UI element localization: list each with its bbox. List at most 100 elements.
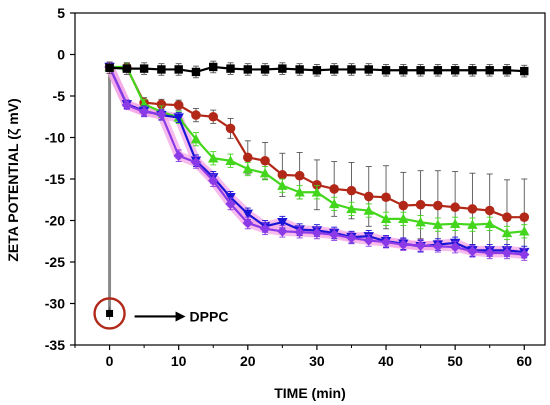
data-point: [242, 217, 253, 229]
dppc-point: [106, 309, 114, 317]
data-point: [380, 236, 392, 248]
data-point: [432, 241, 444, 252]
data-point: [380, 213, 392, 224]
data-point: [243, 65, 252, 74]
y-tick-label: 5: [57, 5, 65, 21]
data-point: [277, 217, 288, 228]
data-point: [190, 157, 202, 168]
series-1: [104, 62, 530, 256]
data-point: [364, 65, 373, 74]
data-point: [347, 65, 356, 74]
data-point: [433, 200, 443, 211]
data-point: [381, 66, 391, 75]
dppc-arrow-head: [175, 311, 186, 322]
data-point: [208, 111, 219, 122]
data-point: [519, 226, 530, 236]
data-point: [449, 241, 461, 253]
y-tick-label: -25: [45, 254, 65, 270]
data-point: [105, 63, 114, 72]
data-point: [484, 205, 495, 216]
series-0: [105, 60, 529, 79]
data-point: [398, 239, 409, 250]
y-axis-title: ZETA POTENTIAL (ζ mV): [5, 98, 21, 261]
data-point: [399, 66, 408, 75]
data-point: [278, 64, 287, 73]
data-point: [225, 123, 236, 134]
x-tick-label: 30: [309, 353, 325, 369]
y-tick-label: -10: [45, 130, 65, 146]
data-point: [138, 106, 150, 117]
data-point: [277, 226, 288, 237]
y-tick-label: 0: [57, 47, 65, 63]
data-point: [209, 62, 218, 72]
data-point: [484, 247, 495, 259]
data-point: [173, 113, 184, 123]
data-point: [433, 66, 443, 75]
data-point: [139, 64, 149, 73]
y-tick-label: -20: [45, 213, 65, 229]
data-point: [190, 133, 202, 144]
data-point: [121, 99, 133, 111]
data-point: [328, 229, 340, 240]
data-point: [312, 66, 322, 75]
data-point: [398, 200, 409, 211]
data-point: [501, 247, 513, 259]
series-layer: [104, 60, 530, 261]
data-point: [259, 167, 271, 178]
x-tick-label: 10: [171, 353, 187, 369]
data-point: [226, 64, 235, 73]
data-point: [485, 66, 494, 75]
data-point: [294, 170, 305, 181]
data-point: [363, 205, 374, 215]
data-point: [259, 223, 271, 234]
data-point: [519, 249, 530, 260]
data-point: [363, 191, 374, 202]
series-4: [104, 61, 530, 261]
data-point: [225, 155, 236, 165]
x-tick-label: 60: [516, 353, 532, 369]
dppc-label: DPPC: [190, 308, 229, 324]
data-point: [363, 235, 374, 246]
x-tick-label: 50: [447, 353, 463, 369]
data-point: [398, 213, 409, 224]
data-point: [468, 66, 477, 75]
data-point: [415, 240, 426, 251]
data-point: [415, 216, 426, 227]
y-tick-label: -35: [45, 337, 65, 353]
data-point: [328, 198, 340, 209]
data-point: [520, 66, 529, 76]
data-point: [311, 227, 323, 239]
data-point: [450, 202, 460, 213]
data-point: [208, 153, 219, 163]
x-tick-label: 40: [378, 353, 394, 369]
data-point: [519, 212, 530, 222]
data-point: [329, 65, 339, 74]
data-point: [381, 192, 391, 203]
data-point: [312, 180, 322, 190]
data-point: [484, 218, 495, 229]
data-point: [467, 204, 478, 214]
data-point: [346, 232, 357, 244]
series-2: [104, 61, 530, 241]
data-point: [329, 184, 339, 194]
data-point: [346, 185, 357, 196]
y-tick-label: -15: [45, 171, 65, 187]
data-point: [415, 199, 426, 210]
data-point: [174, 65, 183, 74]
data-point: [502, 212, 512, 222]
data-point: [242, 163, 253, 174]
data-point: [242, 209, 253, 220]
data-point: [242, 152, 253, 163]
data-point: [122, 64, 132, 73]
data-point: [260, 65, 270, 74]
dppc-annotation: DPPC: [93, 297, 229, 330]
data-point: [295, 65, 304, 74]
data-point: [208, 175, 219, 186]
x-tick-label: 20: [240, 353, 256, 369]
y-tick-label: -5: [53, 88, 66, 104]
data-point: [225, 198, 236, 210]
data-point: [156, 99, 167, 110]
data-point: [467, 219, 478, 229]
